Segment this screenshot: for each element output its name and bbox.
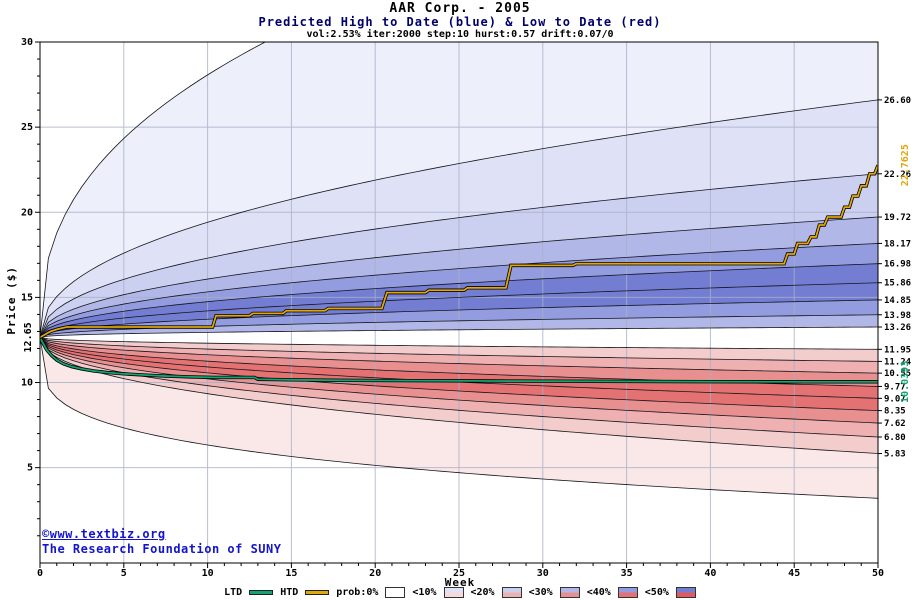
legend-htd-label: HTD	[280, 587, 299, 598]
svg-text:20: 20	[21, 207, 33, 218]
watermark-link[interactable]: ©www.textbiz.org	[42, 527, 166, 541]
svg-text:25: 25	[453, 568, 465, 579]
prob-band-swatch-4	[617, 587, 638, 598]
htd-line-swatch	[305, 590, 330, 595]
watermark-org: The Research Foundation of SUNY	[42, 542, 282, 556]
legend: LTD HTD prob:0% <10% <20% <30% <40% <50%	[0, 587, 920, 598]
x-axis-title: Week	[444, 576, 476, 589]
svg-text:30: 30	[537, 568, 549, 579]
prob-band-swatch-0	[385, 587, 406, 598]
chart-title: AAR Corp. - 2005	[389, 1, 531, 16]
svg-text:20: 20	[369, 568, 381, 579]
svg-text:14.85: 14.85	[884, 296, 911, 306]
svg-text:40: 40	[704, 568, 716, 579]
start-price-label: 12.65	[23, 322, 34, 352]
svg-text:5: 5	[121, 568, 127, 579]
svg-text:11.24: 11.24	[884, 357, 912, 367]
svg-text:18.17: 18.17	[884, 239, 911, 249]
legend-prob-label-4: <40%	[586, 587, 611, 598]
legend-prob-label-2: <20%	[470, 587, 495, 598]
prob-band-swatch-1	[443, 587, 464, 598]
legend-ltd-label: LTD	[224, 587, 243, 598]
svg-text:11.95: 11.95	[884, 345, 911, 355]
svg-text:15.86: 15.86	[884, 279, 911, 289]
svg-text:9.77: 9.77	[884, 382, 906, 392]
right-boundary-labels: 26.60 22.26 19.72 18.17 16.98 15.86 14.85 13.98…	[878, 96, 912, 460]
htd-final-value-label: 22.7625	[900, 144, 911, 186]
axis-ticks	[35, 41, 879, 568]
svg-text:25: 25	[21, 122, 33, 133]
y-axis-title: Price ($)	[5, 266, 18, 335]
svg-text:10.55: 10.55	[884, 369, 911, 379]
svg-text:45: 45	[788, 568, 800, 579]
svg-text:9.07: 9.07	[884, 394, 906, 404]
prob-band-swatch-3	[559, 587, 580, 598]
svg-text:10: 10	[21, 378, 33, 389]
svg-text:8.35: 8.35	[884, 407, 906, 417]
svg-text:5: 5	[27, 463, 33, 474]
htd-line	[40, 164, 878, 339]
svg-text:13.26: 13.26	[884, 323, 911, 333]
svg-text:0: 0	[37, 568, 43, 579]
svg-text:22.26: 22.26	[884, 170, 911, 180]
chart-params: vol:2.53% iter:2000 step:10 hurst:0.57 d…	[306, 29, 614, 41]
ltd-final-value-label: 10.0393	[900, 361, 911, 403]
legend-prob-label-0: prob:0%	[336, 587, 379, 598]
svg-text:26.60: 26.60	[884, 96, 911, 106]
axis-tick-labels: 0 5 10 15 20 25 30 35 40 45 50 5 10 15 20 25 30	[21, 37, 884, 579]
title-block: AAR Corp. - 2005 Predicted High to Date …	[0, 1, 920, 41]
svg-text:10: 10	[202, 568, 214, 579]
svg-text:6.80: 6.80	[884, 433, 906, 443]
ltd-line-swatch	[249, 590, 274, 595]
legend-prob-label-5: <50%	[644, 587, 669, 598]
svg-text:30: 30	[21, 37, 33, 48]
svg-text:16.98: 16.98	[884, 260, 911, 270]
svg-text:5.83: 5.83	[884, 450, 906, 460]
svg-text:7.62: 7.62	[884, 419, 906, 429]
series-lines	[40, 164, 878, 384]
legend-prob-label-3: <30%	[528, 587, 553, 598]
svg-text:50: 50	[872, 568, 884, 579]
chart-subtitle: Predicted High to Date (blue) & Low to D…	[258, 15, 662, 30]
svg-text:13.98: 13.98	[884, 311, 911, 321]
svg-text:35: 35	[621, 568, 633, 579]
svg-text:19.72: 19.72	[884, 213, 911, 223]
prob-band-swatch-2	[501, 587, 522, 598]
prob-band-swatch-5	[675, 587, 696, 598]
svg-text:15: 15	[21, 292, 33, 303]
svg-text:15: 15	[285, 568, 297, 579]
legend-prob-label-1: <10%	[412, 587, 437, 598]
ltd-line	[40, 336, 878, 383]
